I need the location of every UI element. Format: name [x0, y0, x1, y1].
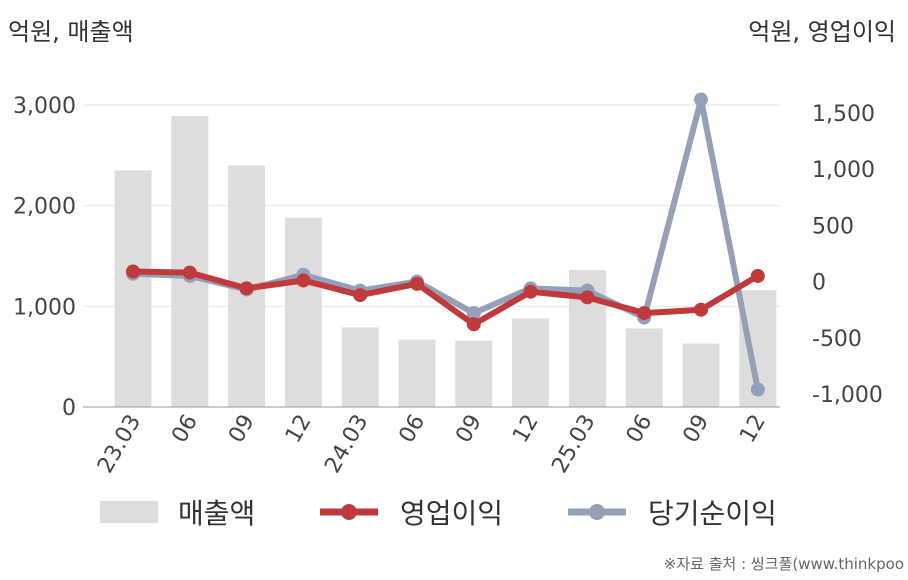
left-axis-ticks: 0 1,000 2,000 3,000 — [13, 94, 76, 421]
net-income-point — [750, 382, 765, 397]
x-tick-label: 06 — [622, 411, 658, 448]
x-tick-label: 09 — [679, 411, 715, 448]
legend-label-net-income: 당기순이익 — [648, 497, 777, 530]
operating-profit-point — [523, 284, 538, 299]
left-tick-label: 1,000 — [13, 295, 76, 320]
left-tick-label: 0 — [62, 396, 76, 421]
legend: 매출액 영업이익 당기순이익 — [0, 490, 908, 540]
sales-bar — [114, 170, 152, 407]
legend-item-operating-profit: 영업이익 — [318, 490, 503, 534]
operating-profit-point — [580, 290, 595, 305]
x-tick-label: 24.03 — [320, 411, 373, 478]
legend-swatch-operating-profit — [320, 504, 378, 520]
operating-profit-point — [750, 268, 765, 283]
legend-label-operating-profit: 영업이익 — [400, 497, 504, 530]
x-tick-label: 09 — [224, 411, 260, 448]
sales-bar — [398, 339, 436, 407]
x-tick-label: 25.03 — [547, 411, 600, 478]
operating-profit-point — [239, 281, 254, 296]
sales-bar — [625, 328, 663, 407]
source-note: ※자료 출처 : 씽크풀(www.thinkpoo — [663, 555, 904, 573]
right-tick-label: 0 — [812, 271, 826, 296]
operating-profit-point — [466, 317, 481, 332]
combo-chart: 0 1,000 2,000 3,000 -1,000 -500 0 500 1,000 1,50… — [13, 92, 883, 478]
right-tick-label: 1,000 — [812, 158, 875, 183]
x-axis-ticks: 23.03 06 09 12 24.03 06 09 12 25.03 06 09 12 — [93, 411, 771, 478]
sales-bars — [114, 116, 777, 407]
x-tick-label: 06 — [395, 411, 431, 448]
x-tick-label: 12 — [508, 411, 544, 448]
right-tick-label: -1,000 — [812, 383, 883, 408]
right-tick-label: 1,500 — [812, 102, 875, 127]
left-tick-label: 3,000 — [13, 94, 76, 119]
x-tick-label: 12 — [281, 411, 317, 448]
sales-bar — [171, 116, 209, 407]
net-income-line — [132, 96, 761, 391]
legend-item-net-income: 당기순이익 — [566, 490, 777, 534]
x-tick-label: 06 — [167, 411, 203, 448]
x-tick-label: 09 — [451, 411, 487, 448]
operating-profit-point — [182, 265, 197, 280]
operating-profit-point — [296, 273, 311, 288]
operating-profit-point — [353, 288, 368, 303]
sales-bar — [341, 327, 379, 407]
sales-bar — [284, 217, 322, 407]
x-tick-label: 12 — [735, 411, 771, 448]
operating-profit-point — [637, 306, 652, 321]
operating-profit-point — [694, 302, 708, 317]
sales-bar — [682, 343, 720, 407]
sales-bar — [455, 340, 493, 407]
legend-label-sales: 매출액 — [178, 497, 256, 530]
legend-swatch-net-income — [568, 504, 626, 520]
x-tick-label: 23.03 — [93, 411, 146, 478]
left-tick-label: 2,000 — [13, 195, 76, 220]
right-axis-unit: 억원, 영업이익 — [748, 18, 896, 46]
operating-profit-line — [132, 268, 760, 328]
net-income-point — [466, 306, 481, 321]
profit-lines — [126, 92, 765, 397]
right-tick-label: -500 — [812, 327, 862, 352]
operating-profit-point — [410, 276, 424, 291]
legend-swatch-sales — [100, 501, 158, 523]
legend-item-sales: 매출액 — [100, 490, 255, 534]
net-income-point — [694, 92, 708, 107]
right-axis-ticks: -1,000 -500 0 500 1,000 1,500 — [812, 102, 883, 408]
right-tick-label: 500 — [812, 214, 854, 239]
left-axis-unit: 억원, 매출액 — [8, 18, 134, 46]
sales-bar — [512, 318, 550, 407]
operating-profit-point — [126, 264, 140, 279]
